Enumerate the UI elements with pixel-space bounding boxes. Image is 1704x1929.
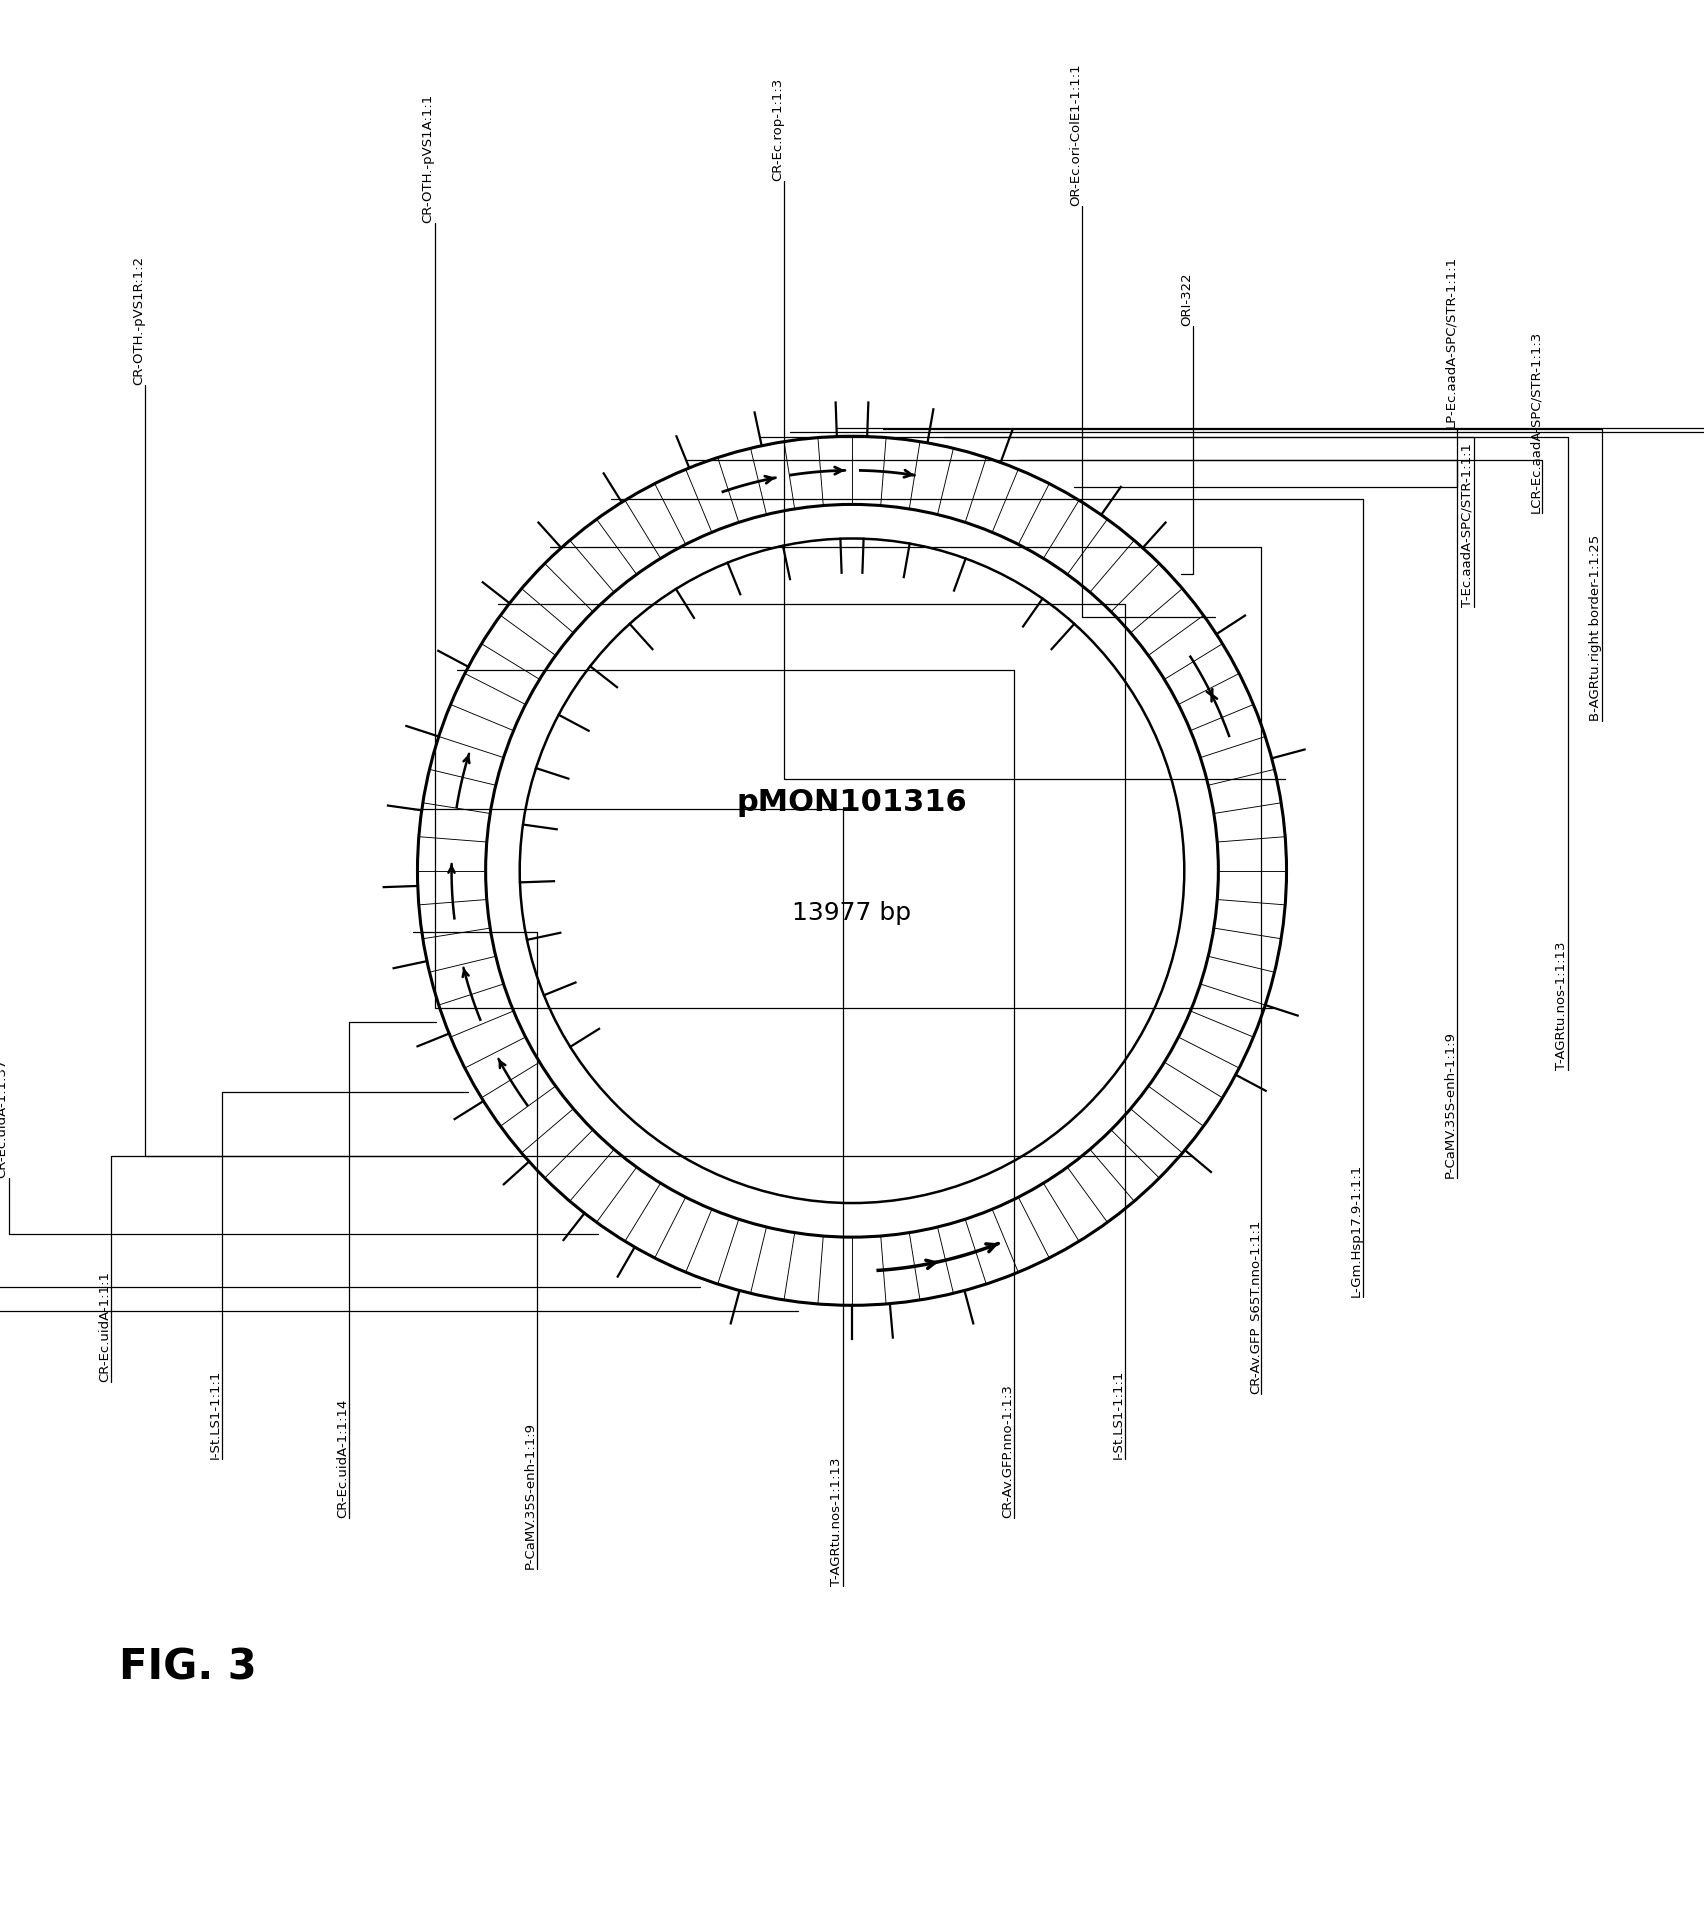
- Text: CR-Av.GFP_S65T.nno-1:1:1: CR-Av.GFP_S65T.nno-1:1:1: [1247, 1219, 1261, 1395]
- Text: CR-Ec.rop-1:1:3: CR-Ec.rop-1:1:3: [770, 77, 784, 181]
- Text: LCR-Ec.aadA-SPC/STR-1:1:3: LCR-Ec.aadA-SPC/STR-1:1:3: [1528, 330, 1542, 513]
- Circle shape: [486, 503, 1218, 1236]
- Text: LP-Ec.aadA-SPC/STR-1:1:1: LP-Ec.aadA-SPC/STR-1:1:1: [1443, 257, 1457, 428]
- Text: CR-Ec.uidA-1:1:1: CR-Ec.uidA-1:1:1: [97, 1271, 111, 1381]
- Text: CR-Ec.uidA-1:1:14: CR-Ec.uidA-1:1:14: [336, 1399, 349, 1518]
- Text: ORI-322: ORI-322: [1179, 272, 1193, 326]
- Text: I-St.LS1-1:1:1: I-St.LS1-1:1:1: [208, 1370, 222, 1458]
- Text: T-Ec.aadA-SPC/STR-1:1:1: T-Ec.aadA-SPC/STR-1:1:1: [1460, 442, 1474, 606]
- Text: L-Gm.Hsp17.9-1:1:1: L-Gm.Hsp17.9-1:1:1: [1350, 1163, 1363, 1296]
- Text: OR-Ec.ori-ColE1-1:1:1: OR-Ec.ori-ColE1-1:1:1: [1068, 64, 1082, 206]
- Text: I-St.LS1-1:1:1: I-St.LS1-1:1:1: [1111, 1370, 1125, 1458]
- Text: FIG. 3: FIG. 3: [119, 1647, 257, 1688]
- Text: T-AGRtu.nos-1:1:13: T-AGRtu.nos-1:1:13: [830, 1458, 843, 1586]
- Text: P-CaMV.35S-enh-1:1:9: P-CaMV.35S-enh-1:1:9: [523, 1422, 537, 1570]
- Text: P-CaMV.35S-enh-1:1:9: P-CaMV.35S-enh-1:1:9: [1443, 1030, 1457, 1177]
- Circle shape: [417, 436, 1287, 1306]
- Text: 13977 bp: 13977 bp: [792, 901, 912, 926]
- Text: T-AGRtu.nos-1:1:13: T-AGRtu.nos-1:1:13: [1554, 941, 1568, 1071]
- Text: CR-Ec.uidA-1:1:37: CR-Ec.uidA-1:1:37: [0, 1057, 9, 1177]
- Text: CR-OTH.-pVS1A:1:1: CR-OTH.-pVS1A:1:1: [421, 95, 435, 224]
- Text: CR-Av.GFP.nno-1:1:3: CR-Av.GFP.nno-1:1:3: [1000, 1385, 1014, 1518]
- Text: B-AGRtu.right border-1:1:25: B-AGRtu.right border-1:1:25: [1588, 534, 1602, 721]
- Text: CR-OTH.-pVS1R:1:2: CR-OTH.-pVS1R:1:2: [131, 257, 145, 386]
- Text: pMON101316: pMON101316: [736, 789, 968, 818]
